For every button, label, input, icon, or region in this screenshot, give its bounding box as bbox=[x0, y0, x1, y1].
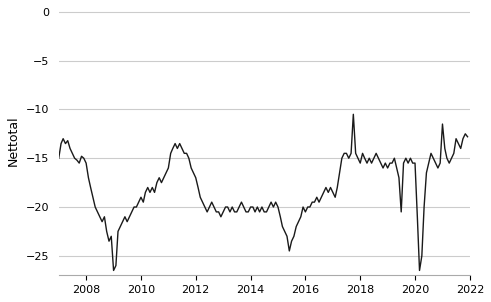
Y-axis label: Nettotal: Nettotal bbox=[7, 116, 20, 166]
